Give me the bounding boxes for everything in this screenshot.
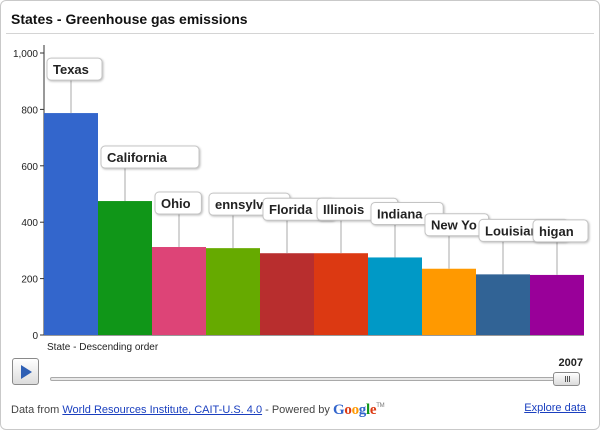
google-logo-text: Google	[332, 402, 377, 418]
bar-chart: 0 200 400 600 800 1,000 Texas California Ohio enn…	[13, 45, 589, 342]
data-label-illinois: Illinois	[323, 202, 364, 217]
bar-pennsylvania	[206, 248, 260, 335]
google-logo-letter: o	[351, 402, 360, 418]
data-label-florida: Florida	[269, 202, 313, 217]
footer-separator: - Powered by	[262, 404, 333, 416]
bar-california	[98, 201, 152, 335]
explore-data-link[interactable]: Explore data	[524, 402, 586, 414]
bar-florida	[260, 253, 314, 335]
google-logo-letter: l	[365, 402, 370, 418]
y-tick-label: 200	[21, 275, 38, 286]
bar-illinois	[314, 253, 368, 335]
data-label-pennsylvania: ennsylva	[215, 197, 271, 212]
data-label-texas: Texas	[53, 62, 89, 77]
y-tick-label: 600	[21, 162, 38, 173]
google-logo: GoogleTM	[332, 402, 385, 419]
footer-prefix: Data from	[11, 404, 63, 416]
data-label-box	[46, 57, 103, 81]
y-tick-label: 1,000	[13, 49, 38, 60]
google-logo-letter: o	[344, 402, 352, 418]
google-logo-letter: G	[332, 402, 345, 418]
trademark-mark: TM	[376, 403, 385, 409]
time-slider-track[interactable]	[50, 377, 570, 381]
y-tick-label: 400	[21, 218, 38, 229]
bar-texas	[44, 113, 98, 335]
bar-new-york	[422, 268, 476, 335]
y-tick-label: 800	[21, 105, 38, 116]
bar-louisiana	[476, 274, 530, 335]
year-label: 2007	[558, 357, 583, 369]
source-link[interactable]: World Resources Institute, CAIT-U.S. 4.0	[62, 404, 263, 416]
title-divider	[6, 33, 594, 34]
y-tick-label: 0	[32, 331, 38, 342]
google-logo-letter: g	[358, 402, 367, 418]
data-label-ohio: Ohio	[161, 196, 191, 211]
bar-michigan	[530, 274, 584, 335]
play-button[interactable]	[12, 358, 39, 385]
play-icon	[21, 365, 32, 379]
data-label-box	[154, 191, 202, 215]
data-label-indiana: Indiana	[377, 206, 423, 221]
data-label-michigan: higan	[539, 224, 574, 239]
bar-ohio	[152, 247, 206, 335]
x-axis-name: State - Descending order	[47, 342, 159, 353]
bar-indiana	[368, 257, 422, 335]
data-label-new-york: New Yo	[431, 218, 477, 233]
google-logo-letter: e	[369, 402, 377, 418]
chart-title: States - Greenhouse gas emissions	[11, 11, 248, 27]
grip-icon	[565, 376, 566, 382]
data-label-california: California	[107, 150, 168, 165]
data-label-louisiana: Louisiana	[485, 223, 546, 238]
data-label-box	[532, 219, 589, 243]
footer: Data from World Resources Institute, CAI…	[11, 402, 385, 419]
time-slider-handle[interactable]	[553, 372, 580, 386]
data-label-box	[100, 145, 200, 169]
